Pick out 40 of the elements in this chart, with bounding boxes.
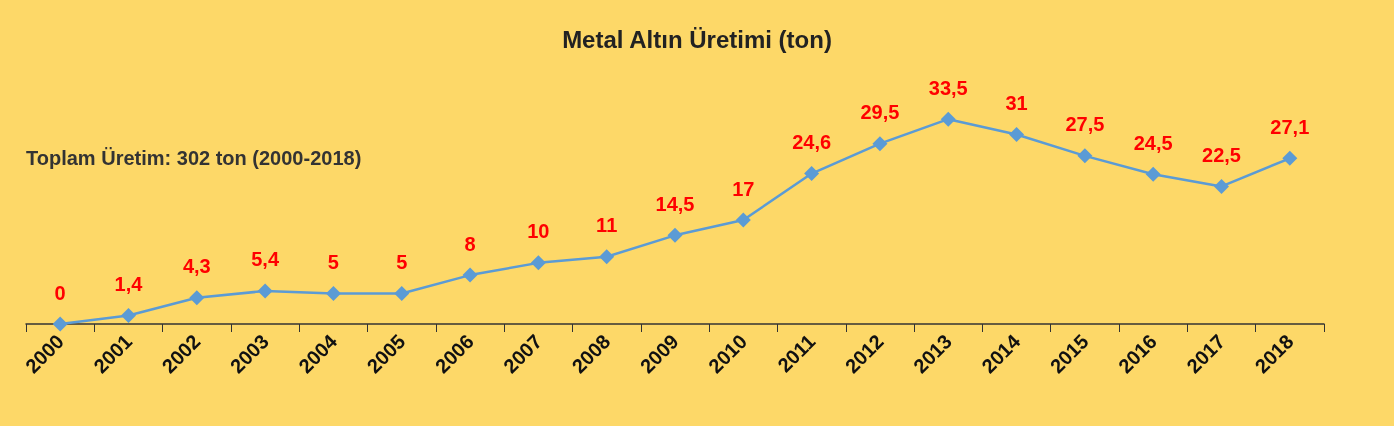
data-label: 31 bbox=[1005, 91, 1028, 114]
point bbox=[462, 267, 478, 283]
data-label: 1,4 bbox=[114, 272, 144, 295]
point bbox=[52, 316, 68, 332]
data-label: 22,5 bbox=[1202, 143, 1241, 166]
data-label: 5 bbox=[327, 250, 339, 273]
point bbox=[1009, 126, 1025, 142]
data-label: 11 bbox=[596, 214, 618, 237]
point bbox=[189, 290, 205, 306]
point bbox=[325, 285, 341, 301]
point bbox=[804, 166, 820, 182]
point bbox=[735, 212, 751, 228]
data-label: 24,5 bbox=[1133, 131, 1173, 154]
point bbox=[599, 249, 615, 265]
data-label: 24,6 bbox=[792, 131, 832, 154]
data-label: 8 bbox=[464, 232, 476, 255]
point bbox=[1145, 166, 1161, 182]
point bbox=[394, 285, 410, 301]
data-label: 27,1 bbox=[1270, 115, 1310, 138]
point bbox=[940, 111, 956, 127]
data-label: 27,5 bbox=[1065, 113, 1105, 136]
data-label: 33,5 bbox=[928, 76, 968, 99]
point bbox=[667, 227, 683, 243]
annotation: Toplam Üretim: 302 ton (2000-2018) bbox=[26, 147, 362, 169]
data-label: 5,4 bbox=[251, 248, 280, 271]
point bbox=[1214, 178, 1230, 194]
point bbox=[872, 136, 888, 152]
point bbox=[1077, 148, 1093, 164]
data-label: 4,3 bbox=[182, 255, 211, 278]
chart-title: Metal Altın Üretimi (ton) bbox=[562, 25, 832, 53]
data-label: 14,5 bbox=[655, 192, 695, 215]
point bbox=[120, 307, 136, 323]
point bbox=[1282, 150, 1298, 166]
point bbox=[530, 255, 546, 271]
data-label: 0 bbox=[54, 281, 66, 304]
data-label: 29,5 bbox=[860, 101, 900, 124]
point bbox=[257, 283, 273, 299]
data-label: 17 bbox=[732, 177, 755, 200]
data-label: 10 bbox=[527, 220, 550, 243]
data-label: 5 bbox=[396, 250, 408, 273]
